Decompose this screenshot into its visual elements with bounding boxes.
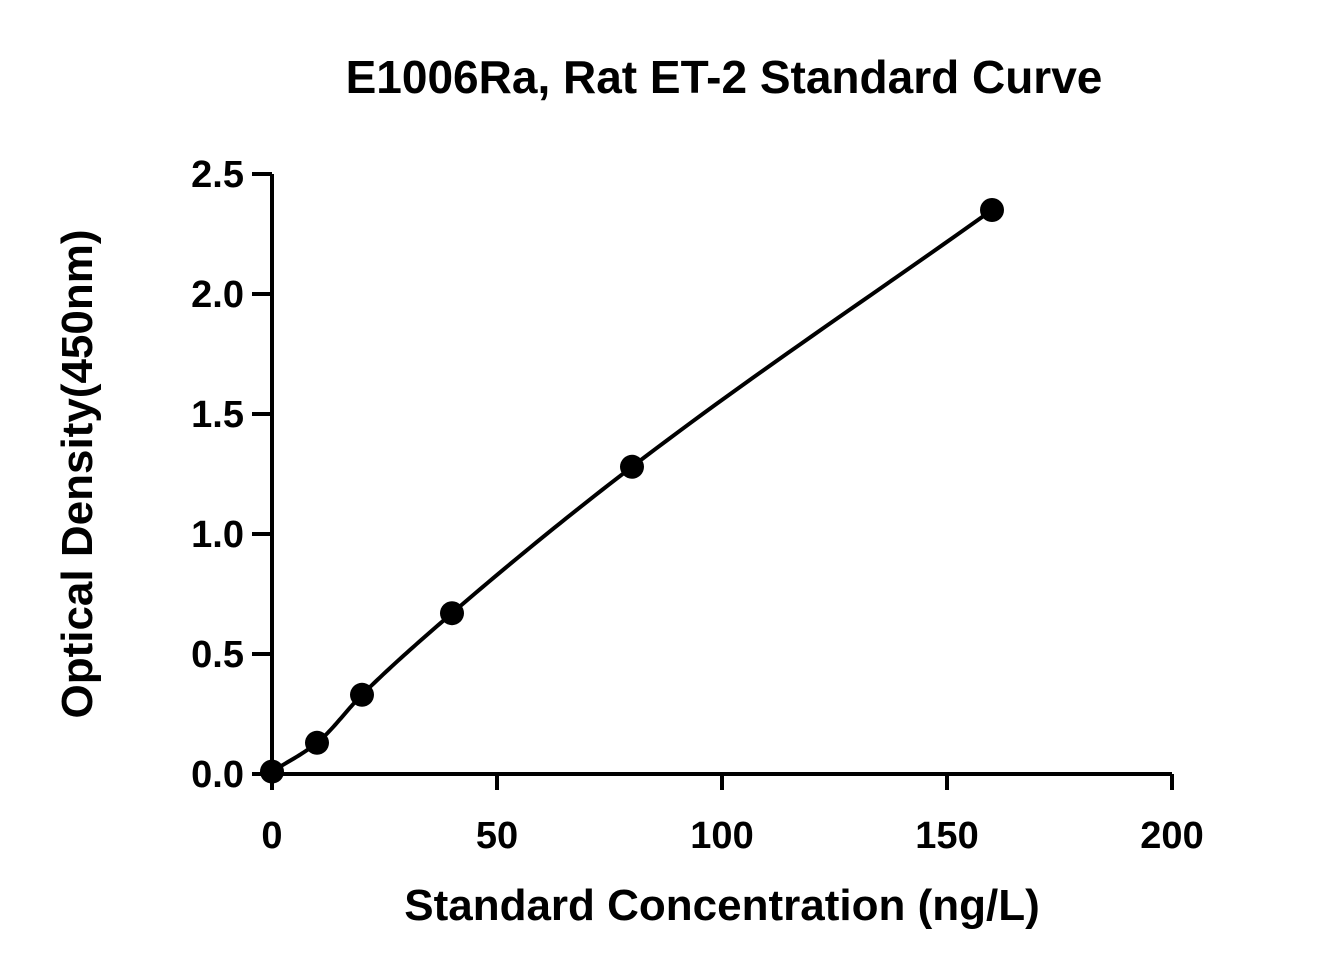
- data-point: [350, 682, 374, 707]
- fit-curve-line: [270, 208, 994, 774]
- y-axis-label: Optical Density(450nm): [53, 229, 102, 718]
- y-tick-label: 2.0: [191, 274, 244, 316]
- x-axis-label: Standard Concentration (ng/L): [404, 881, 1040, 930]
- data-points: [260, 198, 1004, 784]
- x-tick-label: 50: [476, 815, 518, 857]
- y-tick-label: 2.5: [191, 154, 244, 196]
- chart-title: E1006Ra, Rat ET-2 Standard Curve: [346, 51, 1103, 103]
- y-tick-label: 1.0: [191, 514, 244, 556]
- data-point: [440, 601, 464, 626]
- data-point: [620, 454, 644, 479]
- data-point: [305, 730, 329, 755]
- x-tick-label: 150: [915, 815, 978, 857]
- x-tick-label: 200: [1140, 815, 1203, 857]
- y-tick-label: 1.5: [191, 394, 244, 436]
- y-tick-label: 0.5: [191, 634, 244, 676]
- y-tick-label: 0.0: [191, 754, 244, 796]
- x-tick-label: 0: [261, 815, 282, 857]
- data-point: [980, 198, 1004, 222]
- x-tick-label: 100: [690, 815, 753, 857]
- data-point: [260, 759, 284, 784]
- x-axis-ticks: 0 50 100 150 200: [261, 774, 1204, 857]
- axes: [270, 174, 1172, 776]
- y-axis-ticks: 0.0 0.5 1.0 1.5 2.0 2.5: [191, 154, 272, 796]
